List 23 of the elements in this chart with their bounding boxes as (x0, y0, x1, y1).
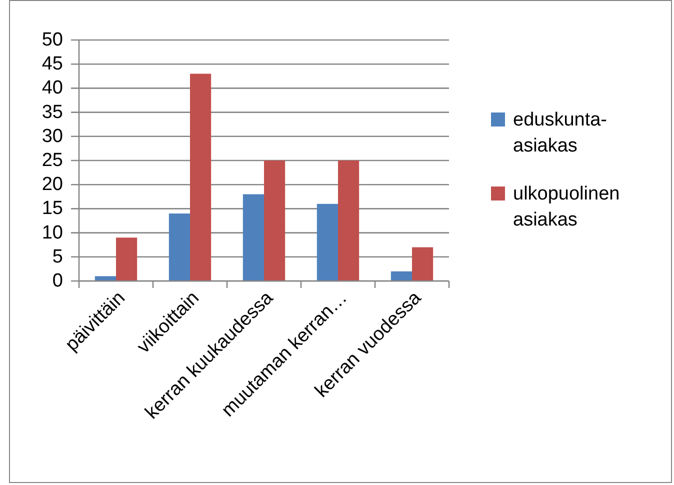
y-tick-label: 45 (42, 54, 63, 75)
y-tick-label: 25 (42, 150, 63, 171)
y-tick-label: 40 (42, 78, 63, 99)
bar (190, 74, 212, 281)
bar (116, 238, 138, 281)
legend-label: eduskunta-asiakas (513, 109, 608, 156)
bar (316, 204, 338, 281)
y-tick-label: 0 (52, 270, 63, 292)
bar (412, 247, 434, 281)
y-tick-label: 35 (42, 102, 63, 123)
y-tick-label: 15 (42, 198, 63, 220)
bar (264, 160, 286, 281)
legend-label: ulkopuolinen asiakas (513, 183, 620, 230)
bar (168, 214, 190, 281)
y-tick-label: 30 (42, 126, 63, 147)
bar (390, 271, 412, 281)
y-tick-label: 5 (52, 246, 63, 268)
y-tick-label: 10 (42, 222, 63, 244)
y-tick-label: 50 (42, 30, 63, 50)
bar (94, 276, 116, 281)
bar (338, 160, 360, 281)
y-tick-label: 20 (42, 174, 63, 196)
bar (242, 194, 264, 281)
